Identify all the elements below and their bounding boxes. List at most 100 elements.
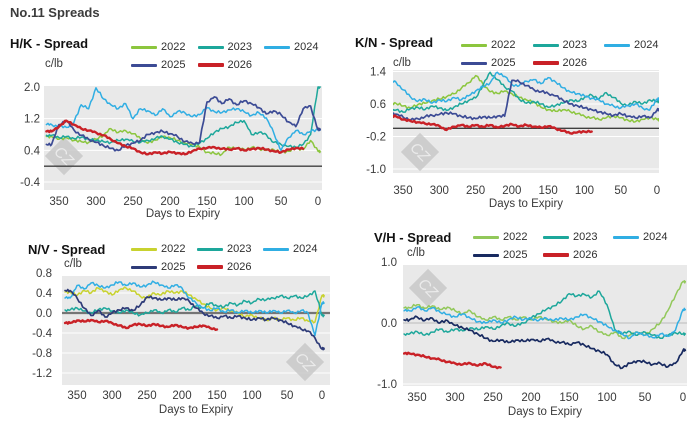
legend-item-2023: 2023 [543,231,613,243]
x-tick-label: 200 [502,185,521,197]
x-tick-label: 0 [315,196,321,208]
x-tick-label: 100 [234,196,253,208]
legend-label-2023: 2023 [227,40,252,53]
legend-label-2026: 2026 [227,260,252,273]
x-tick-label: 150 [559,392,578,404]
series-line-2025 [45,96,322,152]
y-tick-label: 0.0 [381,318,397,330]
legend-hk: 2022 2023 2024 2025 2026 [131,38,331,74]
legend-label-2024: 2024 [643,230,668,243]
legend-label-2026: 2026 [562,56,587,69]
x-tick-label: 100 [242,390,261,402]
series-line-2024 [64,280,325,337]
y-tick-label: 1.4 [370,67,387,79]
y-unit-label-vh: c/lb [407,247,425,259]
y-tick-label: 2.0 [24,82,40,94]
x-tick-label: 50 [639,392,652,404]
x-tick-label: 250 [466,185,485,197]
x-tick-label: 0 [680,392,686,404]
legend-label-2022: 2022 [161,242,186,255]
x-tick-label: 200 [160,196,179,208]
series-line-2024 [45,87,321,152]
x-tick-label: 350 [407,392,426,404]
series-line-2025 [393,79,659,122]
y-tick-label: 0.0 [36,308,52,320]
legend-swatch-2025 [461,61,487,65]
legend-item-2023: 2023 [197,242,263,255]
legend-item-2023: 2023 [532,38,605,51]
x-tick-label: 50 [275,196,288,208]
legend-swatch-2023 [543,235,569,239]
y-unit-label-kn: c/lb [393,57,411,69]
watermark: CZ [400,132,440,172]
legend-vh: 2022 2023 2024 2025 2026 [473,228,683,264]
legend-swatch-2024 [604,43,630,47]
legend-label-2023: 2023 [562,38,587,51]
x-tick-label: 100 [575,185,594,197]
legend-item-2026: 2026 [197,59,265,71]
legend-item-2022: 2022 [473,230,543,243]
y-unit-label-nv: c/lb [64,258,82,270]
y-tick-label: 0.6 [370,99,386,111]
legend-kn: 2022 2023 2024 2025 2026 [461,36,676,72]
legend-swatch-2023 [532,43,559,47]
series-line-2024 [393,71,659,111]
legend-item-2026: 2026 [543,249,613,261]
legend-label-2025: 2025 [503,248,528,261]
series-line-2026 [393,114,593,135]
x-tick-label: 0 [319,390,325,402]
x-tick-label: 100 [597,392,616,404]
y-tick-label: 0.4 [24,145,41,157]
legend-item-2025: 2025 [461,57,533,69]
legend-swatch-2025 [473,253,499,257]
x-axis-title: Days to Expiry [489,198,563,210]
x-tick-label: 150 [207,390,226,402]
kn-spread-plot: CZ 1.4 0.6 -0.2 -1.0 350 300 250 200 150 100 50 0 Day… [366,67,660,211]
x-tick-label: 150 [539,185,558,197]
legend-swatch-2022 [131,247,157,251]
x-tick-label: 300 [445,392,464,404]
legend-item-2024: 2024 [264,41,331,53]
x-axis-title: Days to Expiry [159,404,233,416]
x-axis-title: Days to Expiry [508,406,582,418]
x-tick-label: 350 [393,185,412,197]
x-tick-label: 250 [123,196,142,208]
watermark: CZ [285,342,325,382]
plot-area [393,70,659,173]
legend-swatch-2022 [461,43,487,47]
series-line-2025 [64,288,325,351]
x-tick-label: 150 [197,196,216,208]
legend-label-2023: 2023 [227,242,252,255]
legend-item-2025: 2025 [473,248,543,261]
x-tick-label: 50 [614,185,627,197]
y-tick-label: -0.4 [32,328,52,340]
chart-title-kn: K/N - Spread [355,35,434,50]
plot-area [62,276,330,385]
y-tick-label: 0.4 [36,288,53,300]
series-line-2026 [403,351,502,370]
legend-item-2022: 2022 [131,242,197,255]
series-line-2026 [63,318,219,331]
legend-label-2025: 2025 [161,260,186,273]
x-tick-label: 250 [483,392,502,404]
y-tick-label: -0.4 [20,177,40,189]
series-line-2023 [64,290,325,318]
legend-swatch-2025 [131,265,157,269]
legend-item-2025: 2025 [131,260,197,273]
legend-swatch-2026 [532,61,559,65]
legend-label-2022: 2022 [503,230,528,243]
x-tick-label: 50 [281,390,294,402]
watermark: CZ [408,268,448,308]
x-tick-label: 250 [137,390,156,402]
legend-swatch-2024 [613,235,639,239]
legend-label-2025: 2025 [161,58,186,71]
series-line-2022 [64,286,325,324]
chart-title-nv: N/V - Spread [28,242,106,257]
legend-label-2022: 2022 [161,40,186,53]
x-tick-label: 300 [102,390,121,402]
x-tick-label: 350 [49,196,68,208]
legend-label-2024: 2024 [293,242,318,255]
series-line-2024 [403,306,687,340]
legend-swatch-2024 [264,45,290,49]
